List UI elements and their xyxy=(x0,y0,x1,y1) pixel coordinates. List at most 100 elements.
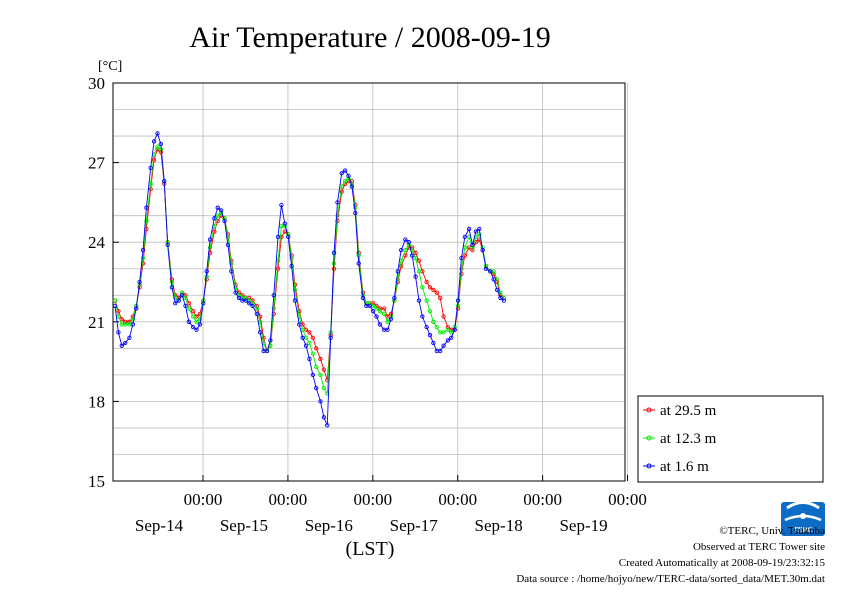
data-point xyxy=(186,306,192,311)
data-point xyxy=(173,301,178,306)
data-point xyxy=(392,295,397,301)
legend-label: at 12.3 m xyxy=(660,431,717,447)
y-tick-label: 18 xyxy=(88,392,105,411)
data-point xyxy=(307,340,312,346)
data-point xyxy=(190,314,196,319)
legend-box xyxy=(637,395,824,483)
data-point xyxy=(268,338,273,343)
data-point xyxy=(190,324,196,330)
data-point xyxy=(431,340,436,346)
y-tick-label: 30 xyxy=(88,74,105,93)
data-point xyxy=(197,316,203,322)
x-tick-time: 00:00 xyxy=(184,490,223,509)
data-point xyxy=(140,248,146,253)
data-point xyxy=(148,165,153,171)
data-point xyxy=(452,327,457,332)
data-point xyxy=(445,338,450,343)
data-point xyxy=(314,346,319,351)
chart-title: Air Temperature / 2008-09-19 xyxy=(189,21,550,54)
data-point xyxy=(247,301,252,306)
data-point xyxy=(286,234,291,240)
y-axis: 30 27 24 21 18 15 xyxy=(88,74,119,491)
data-point xyxy=(271,306,276,311)
data-point xyxy=(483,266,489,271)
data-point xyxy=(398,248,404,253)
series-layer xyxy=(112,131,507,428)
data-point xyxy=(261,335,266,340)
data-point xyxy=(318,356,323,362)
data-point xyxy=(427,309,433,314)
data-point xyxy=(134,306,139,311)
x-tick-date: Sep-19 xyxy=(559,516,607,535)
data-point xyxy=(395,269,400,274)
data-point xyxy=(367,301,372,306)
data-point xyxy=(119,343,124,348)
terc-logo: TERC xyxy=(781,501,825,536)
data-point xyxy=(144,218,149,224)
data-point xyxy=(339,189,344,194)
data-point xyxy=(498,290,503,295)
source-text: Data source : /home/hojyo/new/TERC-data/… xyxy=(516,573,825,585)
data-point xyxy=(470,245,475,250)
series-line xyxy=(114,145,505,395)
data-point xyxy=(292,298,298,303)
data-point xyxy=(403,248,408,253)
data-point xyxy=(403,237,408,242)
data-point xyxy=(356,261,361,266)
data-point xyxy=(395,277,400,282)
data-point xyxy=(370,309,376,314)
data-point xyxy=(310,351,315,356)
data-point xyxy=(346,173,351,179)
x-tick-time: 00:00 xyxy=(608,490,647,509)
legend: at 29.5 m at 12.3 m at 1.6 m xyxy=(643,403,717,475)
data-point xyxy=(410,253,415,258)
data-point xyxy=(377,322,383,327)
data-point xyxy=(155,144,160,149)
data-point xyxy=(449,335,454,340)
data-point xyxy=(233,285,238,290)
x-tick-time: 00:00 xyxy=(523,490,562,509)
data-point xyxy=(420,314,425,319)
data-point xyxy=(491,277,496,282)
data-point xyxy=(197,322,203,327)
data-point xyxy=(173,295,178,301)
data-point xyxy=(297,309,302,314)
data-point xyxy=(335,213,340,218)
data-point xyxy=(382,306,387,311)
data-point xyxy=(470,242,475,248)
data-point xyxy=(250,303,255,309)
x-tick-date: Sep-16 xyxy=(305,516,353,535)
data-point xyxy=(194,327,199,332)
y-axis-unit: [°C] xyxy=(98,59,122,74)
x-tick-date: Sep-18 xyxy=(475,516,523,535)
data-point xyxy=(406,240,411,245)
data-point xyxy=(243,298,248,303)
data-point xyxy=(300,335,305,340)
data-point xyxy=(169,285,175,290)
data-point xyxy=(183,303,188,309)
data-point xyxy=(236,295,242,301)
legend-label: at 29.5 m xyxy=(660,403,717,419)
data-point xyxy=(179,290,185,295)
data-point xyxy=(183,295,188,301)
data-point xyxy=(424,324,429,330)
data-point xyxy=(318,372,323,378)
data-point xyxy=(218,208,224,213)
data-point xyxy=(229,269,234,274)
data-point xyxy=(434,290,439,295)
y-tick-label: 21 xyxy=(88,313,105,332)
data-point xyxy=(258,330,263,335)
data-point xyxy=(318,399,323,404)
data-point xyxy=(144,205,149,210)
data-point xyxy=(349,184,355,189)
data-point xyxy=(473,229,479,234)
data-point xyxy=(398,263,404,269)
x-tick-time: 00:00 xyxy=(353,490,392,509)
data-point xyxy=(212,216,217,221)
legend-swatch-marker xyxy=(646,407,652,413)
data-point xyxy=(222,218,227,224)
data-point xyxy=(331,250,337,255)
data-point xyxy=(112,303,118,309)
data-point xyxy=(158,141,164,147)
data-point xyxy=(427,285,433,290)
